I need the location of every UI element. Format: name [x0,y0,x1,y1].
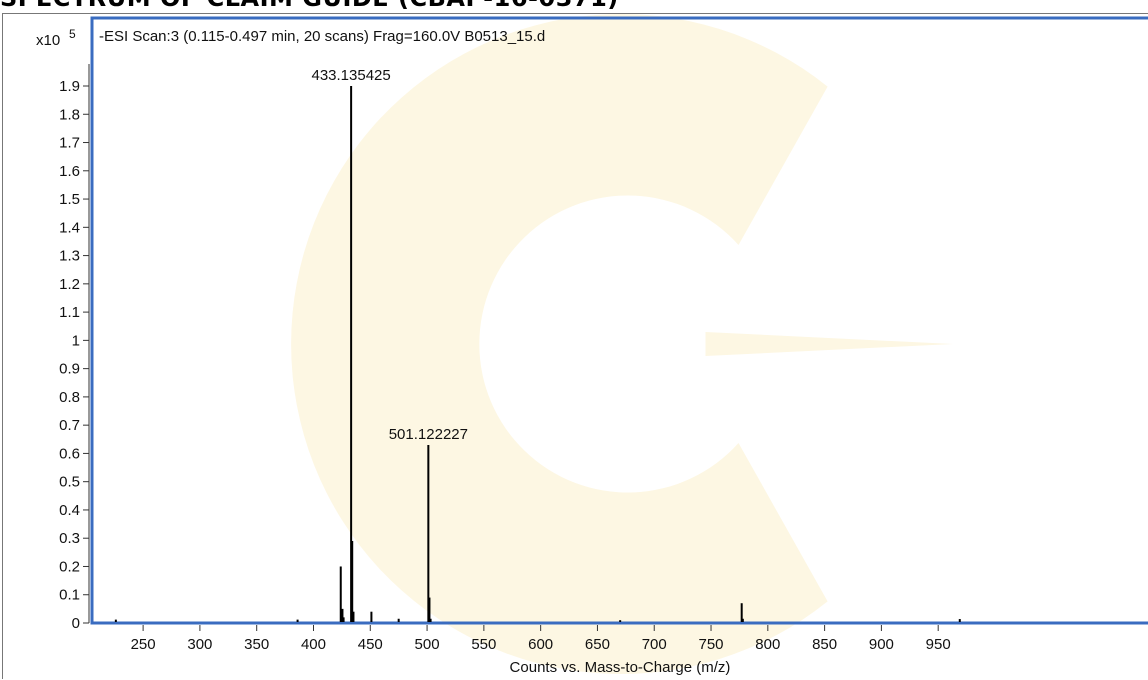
y-tick-label: 1.5 [59,191,80,208]
peak-bars [114,86,961,622]
x-tick-label: 850 [812,636,837,653]
x-tick-label: 950 [926,636,951,653]
x-tick-label: 900 [869,636,894,653]
y-tick-label: 1.1 [59,304,80,321]
x-tick-label: 600 [528,636,553,653]
y-tick-label: 0.8 [59,389,80,406]
y-tick-label: 1.2 [59,276,80,293]
y-tick-label: 0.2 [59,558,80,575]
x-tick-label: 650 [585,636,610,653]
y-tick-label: 0.4 [59,502,80,519]
x-tick-label: 750 [699,636,724,653]
x-axis: 250 300 350 400 450 500 550 600 650 700 750 800 850 9… [131,625,951,653]
y-tick-label: 1.6 [59,163,80,180]
mass-spectrum-chart: x10 5 -ESI Scan:3 (0.115-0.497 min, 20 s… [36,14,1148,676]
x-tick-label: 350 [244,636,269,653]
peak-label: 433.135425 [311,67,390,84]
peak-label: 501.122227 [389,426,468,443]
y-tick-label: 0.6 [59,445,80,462]
watermark-logo [291,14,953,674]
x-tick-label: 800 [755,636,780,653]
y-tick-label: 1.8 [59,106,80,123]
plot-area [90,16,1148,625]
y-tick-label: 0.1 [59,587,80,604]
chart-title: -ESI Scan:3 (0.115-0.497 min, 20 scans) … [99,28,545,45]
y-tick-label: 1.3 [59,248,80,265]
y-tick-label: 0 [72,615,80,632]
spectrum-frame: x10 5 -ESI Scan:3 (0.115-0.497 min, 20 s… [2,13,1148,679]
page-heading: SPECTRUM OF CLAIM GUIDE (CBAP-16-0371) [0,0,619,12]
x-tick-label: 400 [301,636,326,653]
x-tick-label: 700 [642,636,667,653]
x-tick-label: 250 [131,636,156,653]
y-tick-label: 0.5 [59,474,80,491]
y-multiplier-label: x10 [36,32,60,49]
x-tick-label: 550 [471,636,496,653]
x-tick-label: 450 [358,636,383,653]
y-axis: 0 0.1 0.2 0.3 0.4 0.5 0.6 0.7 0.8 0.9 1 1.1 1.2 1.3 1.… [59,64,90,632]
y-tick-label: 0.7 [59,417,80,434]
y-multiplier-exponent: 5 [69,27,76,41]
peak-annotations: 433.135425 501.122227 [311,67,467,443]
x-axis-label: Counts vs. Mass-to-Charge (m/z) [510,659,731,676]
watermark-wedge [705,332,953,356]
y-tick-label: 1 [72,332,80,349]
y-tick-label: 0.9 [59,361,80,378]
x-tick-label: 500 [415,636,440,653]
y-tick-label: 1.4 [59,219,80,236]
x-tick-label: 300 [187,636,212,653]
y-tick-label: 1.7 [59,135,80,152]
y-tick-label: 0.3 [59,530,80,547]
watermark-shape [291,14,828,674]
y-tick-label: 1.9 [59,78,80,95]
